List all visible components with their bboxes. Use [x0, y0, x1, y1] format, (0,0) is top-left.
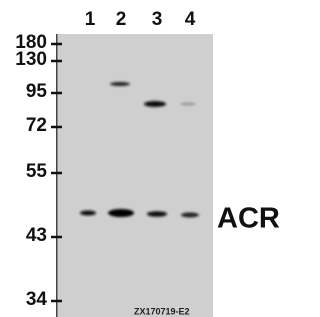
- band: [144, 101, 166, 107]
- lane-label: 2: [116, 9, 127, 30]
- band: [110, 82, 130, 86]
- marker-label: 55: [26, 161, 48, 182]
- marker-label: 43: [26, 225, 47, 246]
- membrane: [56, 34, 213, 317]
- sample-code: ZX170719-E2: [134, 306, 190, 316]
- protein-label: ACR: [217, 203, 280, 235]
- lane-label: 4: [185, 9, 196, 30]
- marker-label: 95: [26, 81, 48, 102]
- marker-label: 34: [26, 289, 48, 310]
- band: [147, 211, 167, 217]
- membrane-edge: [56, 34, 58, 317]
- lane-label: 1: [85, 9, 96, 30]
- band: [80, 211, 96, 216]
- band: [181, 213, 199, 218]
- band: [180, 103, 196, 106]
- marker-label: 130: [15, 49, 47, 70]
- band: [108, 209, 134, 217]
- marker-label: 72: [26, 115, 47, 136]
- lane-label: 3: [152, 9, 163, 30]
